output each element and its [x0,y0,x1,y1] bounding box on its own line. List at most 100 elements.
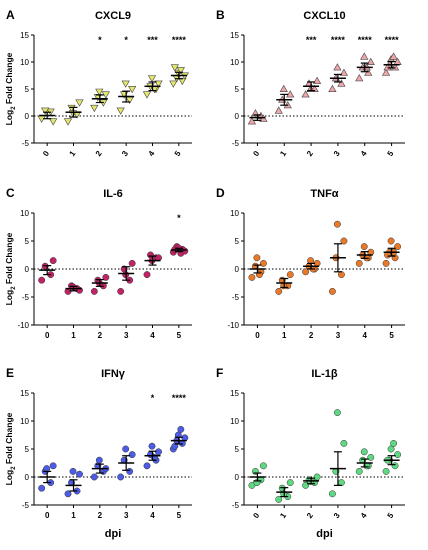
y-tick-label: -5 [22,501,30,510]
data-point [279,84,288,92]
y-tick-label: 0 [25,112,30,121]
data-point [360,243,368,251]
panel-letter: D [216,186,225,200]
x-tick-label: 3 [332,511,342,520]
data-point [333,63,342,71]
y-tick-label: 10 [20,417,29,426]
data-point [49,462,57,470]
y-tick-label: 10 [230,417,239,426]
data-point [340,237,348,245]
data-point [95,456,103,464]
panel-letter: F [216,366,223,380]
data-point [313,473,321,481]
x-tick-label: 3 [124,511,129,520]
data-point [128,451,136,459]
data-point [355,73,364,82]
x-tick-label: 1 [67,149,77,158]
y-tick-label: 10 [20,58,29,67]
data-point [382,259,390,267]
x-tick-label: 5 [389,331,394,340]
data-point [328,84,337,92]
significance-mark: * [177,213,181,223]
data-point [177,425,185,433]
panel-title: IL-1β [311,368,338,380]
x-tick-label: 3 [120,149,130,158]
panel-letter: E [6,366,14,380]
data-point [143,271,151,279]
data-point [367,453,375,461]
data-point [117,473,125,481]
panel-title: IL-6 [103,188,123,200]
x-tick-label: 3 [332,149,342,158]
y-tick-label: 5 [235,85,240,94]
y-tick-label: -5 [22,293,30,302]
x-tick-label: 0 [255,331,260,340]
y-tick-label: -10 [17,321,29,330]
panel-title: CXCL9 [95,10,131,22]
data-point [49,257,57,265]
data-point [63,118,73,126]
panel-f: F IL-1β -5 0 5 10 15 0 1 2 3 4 5 [216,366,405,520]
x-tick-label: 2 [305,511,315,520]
data-point [90,104,99,113]
data-point [391,462,399,470]
data-point [76,470,83,478]
significance-mark: *** [147,35,158,45]
data-point [364,68,373,76]
data-point [176,67,185,75]
y-axis-label: Log2 Fold Change [4,412,17,485]
x-tick-label: 5 [177,511,182,520]
significance-mark: * [124,35,128,45]
significance-mark: **** [358,35,373,45]
data-point [394,243,402,251]
data-point [274,106,283,114]
data-point [394,451,402,459]
y-tick-label: -5 [232,501,240,510]
x-axis-title: dpi [316,528,333,540]
data-point [90,473,98,481]
data-point [38,276,46,284]
data-point [382,467,390,475]
data-point [301,90,310,98]
x-tick-label: 1 [278,149,288,158]
y-tick-label: 5 [235,445,240,454]
data-point [360,52,369,60]
x-tick-label: 3 [124,331,129,340]
data-point [259,462,267,470]
y-tick-label: 5 [25,445,30,454]
x-tick-label: 5 [177,331,182,340]
data-point [143,462,151,470]
data-point [101,91,110,99]
x-tick-label: 4 [359,511,369,520]
data-point [387,237,395,245]
y-tick-label: -5 [22,139,30,148]
x-tick-label: 0 [41,149,51,158]
data-point [171,442,179,450]
x-axis-title: dpi [105,528,122,540]
y-tick-label: 15 [230,31,239,40]
data-point [275,495,283,503]
data-point [102,273,110,281]
x-tick-label: 5 [173,149,183,158]
panel-title: TNFα [310,188,338,200]
y-tick-label: -5 [232,293,240,302]
y-tick-label: 0 [25,473,30,482]
data-point [286,271,294,279]
data-point [49,118,58,126]
data-point [148,442,156,450]
x-tick-label: 1 [71,331,76,340]
y-axis-label: Log2 Fold Change [4,52,17,125]
panel-letter: A [6,8,15,22]
data-point [126,467,134,475]
x-tick-label: 0 [251,149,261,158]
data-point [75,99,84,107]
x-tick-label: 2 [94,149,104,158]
x-tick-label: 0 [45,511,50,520]
data-point [64,490,72,498]
data-point [355,259,363,267]
x-tick-label: 5 [386,511,396,520]
y-tick-label: 5 [25,237,30,246]
panel-title: CXCL10 [303,10,345,22]
x-tick-label: 5 [386,149,396,158]
